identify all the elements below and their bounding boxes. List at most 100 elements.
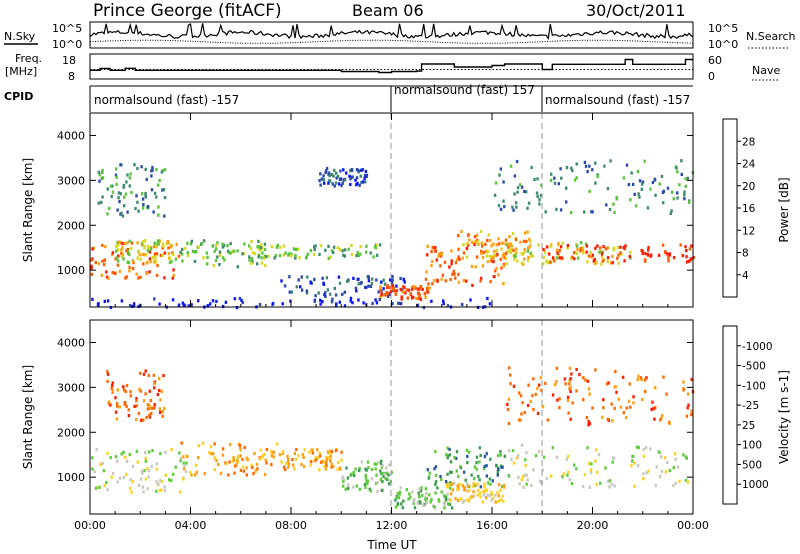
range-gate-cell (260, 261, 264, 265)
range-gate-cell (117, 259, 120, 263)
range-gate-cell (319, 244, 323, 248)
range-gate-cell (466, 461, 469, 465)
range-gate-cell (542, 248, 545, 252)
range-gate-cell (640, 182, 644, 186)
range-gate-cell (549, 260, 552, 264)
range-gate-cell (356, 251, 359, 255)
range-gate-cell (483, 455, 487, 459)
range-gate-cell (153, 406, 156, 410)
range-gate-cell (156, 239, 160, 243)
range-gate-cell (360, 181, 363, 185)
range-gate-cell (262, 256, 266, 260)
range-gate-cell (569, 211, 573, 215)
range-gate-cell (538, 198, 541, 202)
range-gate-cell (605, 203, 608, 207)
range-gate-cell (358, 466, 361, 471)
range-gate-cell (373, 462, 376, 466)
range-gate-cell (676, 191, 679, 195)
range-gate-cell (615, 390, 618, 394)
range-gate-cell (349, 299, 352, 303)
range-gate-cell (305, 255, 308, 259)
range-gate-cell (139, 371, 142, 375)
range-gate-cell (589, 468, 593, 472)
range-gate-cell (179, 250, 182, 254)
range-gate-cell (479, 276, 483, 280)
power-ylabel: Slant Range [km] (21, 158, 35, 262)
range-gate-cell (617, 397, 621, 401)
range-gate-cell (400, 297, 403, 301)
range-gate-cell (120, 211, 123, 215)
range-gate-cell (430, 498, 433, 502)
range-gate-cell (456, 484, 459, 488)
range-gate-cell (285, 461, 288, 465)
range-gate-cell (378, 298, 381, 302)
range-gate-cell (253, 451, 256, 456)
range-gate-cell (190, 239, 193, 243)
range-gate-cell (446, 485, 449, 489)
range-gate-cell (241, 252, 244, 256)
range-gate-cell (421, 287, 424, 291)
range-gate-cell (270, 463, 273, 467)
range-gate-cell (569, 385, 572, 389)
range-gate-cell (463, 499, 466, 503)
range-gate-cell (282, 253, 286, 257)
range-gate-cell (446, 456, 449, 460)
range-gate-cell (148, 250, 151, 254)
range-gate-cell (334, 448, 338, 453)
range-gate-cell (371, 277, 374, 281)
range-gate-cell (385, 290, 388, 294)
range-gate-cell (110, 386, 113, 390)
range-gate-cell (506, 249, 509, 253)
range-gate-cell (201, 441, 205, 445)
range-gate-cell (119, 192, 122, 196)
range-gate-cell (553, 181, 557, 185)
range-gate-cell (520, 412, 523, 416)
range-gate-cell (491, 255, 494, 259)
range-gate-cell (158, 239, 161, 243)
range-gate-cell (308, 450, 311, 454)
range-gate-cell (90, 258, 93, 262)
range-gate-cell (245, 466, 248, 470)
range-gate-cell (471, 283, 474, 287)
range-gate-cell (559, 208, 563, 212)
y-tick-label: 2000 (57, 219, 85, 232)
range-gate-cell (492, 260, 495, 264)
range-gate-cell (624, 244, 627, 248)
range-gate-cell (116, 480, 119, 484)
range-gate-cell (323, 460, 326, 464)
range-gate-cell (682, 380, 685, 384)
range-gate-cell (554, 383, 557, 387)
range-gate-cell (328, 456, 331, 460)
range-gate-cell (292, 247, 296, 251)
range-gate-cell (575, 244, 579, 248)
range-gate-cell (256, 245, 259, 249)
range-gate-cell (120, 254, 124, 258)
range-gate-cell (144, 195, 148, 199)
range-gate-cell (375, 473, 378, 477)
range-gate-cell (328, 179, 331, 183)
range-gate-cell (211, 244, 214, 248)
range-gate-cell (297, 454, 300, 458)
range-gate-cell (534, 392, 537, 396)
range-gate-cell (497, 453, 500, 458)
range-gate-cell (149, 260, 152, 264)
range-gate-cell (280, 460, 283, 464)
range-gate-cell (116, 388, 119, 392)
range-gate-cell (528, 244, 532, 248)
range-gate-cell (479, 279, 482, 283)
range-gate-cell (118, 405, 121, 409)
range-gate-cell (129, 394, 132, 398)
range-gate-cell (327, 171, 331, 175)
range-gate-cell (616, 246, 620, 250)
range-gate-cell (406, 296, 409, 300)
range-gate-cell (566, 395, 570, 399)
range-gate-cell (481, 500, 484, 504)
range-gate-cell (645, 471, 648, 475)
range-gate-cell (559, 167, 562, 171)
range-gate-cell (367, 279, 371, 283)
range-gate-cell (629, 198, 632, 202)
range-gate-cell (129, 246, 133, 250)
range-gate-cell (319, 460, 323, 464)
range-gate-cell (326, 450, 330, 454)
